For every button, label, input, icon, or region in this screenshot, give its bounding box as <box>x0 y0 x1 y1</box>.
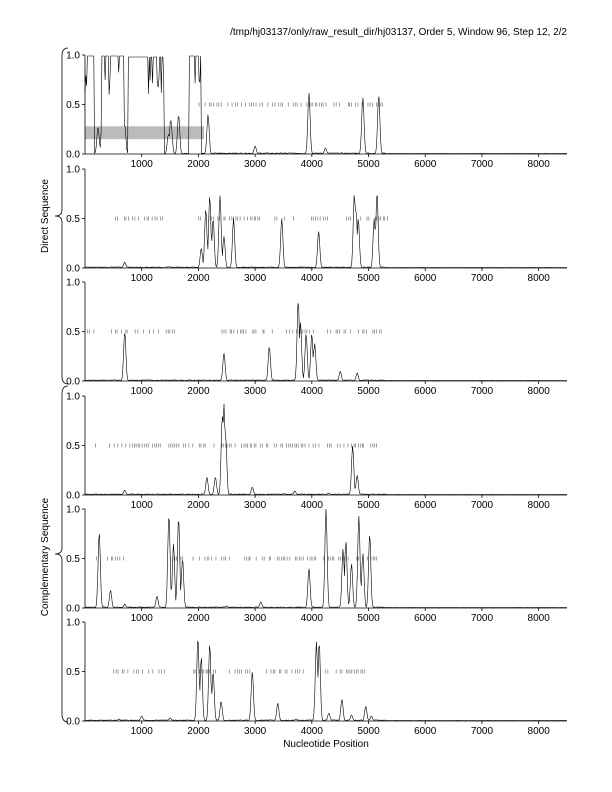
x-tick-label-panel-1: 2000 <box>187 159 210 170</box>
x-tick-label-panel-4: 1000 <box>131 500 154 511</box>
x-tick-label-panel-2: 6000 <box>414 273 437 284</box>
y-tick-label-panel-5: 0.5 <box>66 554 80 565</box>
series-line-panel-4 <box>84 403 568 496</box>
x-tick-label-panel-5: 6000 <box>414 613 437 624</box>
x-tick-label-panel-4: 8000 <box>528 500 551 511</box>
y-tick-label-panel-1: 0.5 <box>66 100 80 111</box>
direct-sequence-brace <box>54 47 69 385</box>
x-tick-label-panel-5: 2000 <box>187 613 210 624</box>
x-tick-label-panel-5: 4000 <box>301 613 324 624</box>
series-line-panel-3 <box>84 303 568 382</box>
x-tick-label-panel-3: 7000 <box>471 386 494 397</box>
x-tick-label-panel-2: 7000 <box>471 273 494 284</box>
x-tick-label-panel-2: 2000 <box>187 273 210 284</box>
x-tick-label-panel-4: 4000 <box>301 500 324 511</box>
x-tick-label-panel-2: 4000 <box>301 273 324 284</box>
x-tick-label-panel-1: 3000 <box>244 159 267 170</box>
y-tick-label-panel-3: 0.5 <box>66 327 80 338</box>
y-tick-label-panel-5: 1.0 <box>66 505 80 516</box>
x-tick-label-panel-6: 4000 <box>301 726 324 737</box>
x-tick-label-panel-5: 1000 <box>131 613 154 624</box>
complementary-sequence-brace <box>54 385 69 723</box>
y-tick-label-panel-2: 1.0 <box>66 165 80 176</box>
x-tick-label-panel-6: 8000 <box>528 726 551 737</box>
series-line-panel-1 <box>84 55 568 155</box>
x-tick-label-panel-2: 5000 <box>357 273 380 284</box>
x-tick-label-panel-5: 7000 <box>471 613 494 624</box>
y-tick-label-panel-4: 0.0 <box>66 491 80 502</box>
y-tick-label-panel-6: 1.0 <box>66 618 80 629</box>
x-axis-title: Nucleotide Position <box>283 739 369 750</box>
x-tick-label-panel-4: 6000 <box>414 500 437 511</box>
y-tick-label-panel-5: 0.0 <box>66 604 80 615</box>
x-tick-label-panel-4: 3000 <box>244 500 267 511</box>
x-tick-label-panel-6: 6000 <box>414 726 437 737</box>
series-line-panel-2 <box>84 195 568 268</box>
x-tick-label-panel-1: 6000 <box>414 159 437 170</box>
x-tick-label-panel-3: 6000 <box>414 386 437 397</box>
y-tick-label-panel-1: 0.0 <box>66 150 80 161</box>
x-tick-label-panel-1: 4000 <box>301 159 324 170</box>
run-info-header: /tmp/hj03137/only/raw_result_dir/hj03137… <box>230 27 567 38</box>
x-tick-label-panel-1: 1000 <box>131 159 154 170</box>
x-tick-label-panel-1: 7000 <box>471 159 494 170</box>
x-tick-label-panel-5: 5000 <box>357 613 380 624</box>
x-tick-label-panel-5: 3000 <box>244 613 267 624</box>
direct-sequence-label: Direct Sequence <box>40 179 51 253</box>
y-tick-label-panel-2: 0.0 <box>66 264 80 275</box>
y-tick-label-panel-6: 0.0 <box>66 717 80 728</box>
x-tick-label-panel-2: 8000 <box>528 273 551 284</box>
y-tick-label-panel-3: 0.0 <box>66 377 80 388</box>
y-tick-label-panel-1: 1.0 <box>66 51 80 62</box>
series-line-panel-5 <box>85 508 568 609</box>
x-tick-label-panel-3: 8000 <box>528 386 551 397</box>
series-line-panel-6 <box>84 640 568 721</box>
x-tick-label-panel-2: 1000 <box>131 273 154 284</box>
x-tick-label-panel-1: 8000 <box>528 159 551 170</box>
x-tick-label-panel-3: 3000 <box>244 386 267 397</box>
x-tick-label-panel-3: 4000 <box>301 386 324 397</box>
x-tick-label-panel-3: 1000 <box>131 386 154 397</box>
complementary-sequence-label: Complementary Sequence <box>40 497 51 616</box>
x-tick-label-panel-6: 2000 <box>187 726 210 737</box>
x-tick-label-panel-3: 2000 <box>187 386 210 397</box>
x-tick-label-panel-6: 1000 <box>131 726 154 737</box>
y-tick-label-panel-3: 1.0 <box>66 278 80 289</box>
x-tick-label-panel-4: 7000 <box>471 500 494 511</box>
x-tick-label-panel-3: 5000 <box>357 386 380 397</box>
x-tick-label-panel-6: 3000 <box>244 726 267 737</box>
x-tick-label-panel-6: 5000 <box>357 726 380 737</box>
x-tick-label-panel-4: 2000 <box>187 500 210 511</box>
y-tick-label-panel-2: 0.5 <box>66 214 80 225</box>
x-tick-label-panel-4: 5000 <box>357 500 380 511</box>
y-tick-label-panel-6: 0.5 <box>66 667 80 678</box>
highlight-region-panel-1 <box>85 126 205 140</box>
x-tick-label-panel-5: 8000 <box>528 613 551 624</box>
x-tick-label-panel-2: 3000 <box>244 273 267 284</box>
x-tick-label-panel-1: 5000 <box>357 159 380 170</box>
y-tick-label-panel-4: 1.0 <box>66 392 80 403</box>
y-tick-label-panel-4: 0.5 <box>66 441 80 452</box>
x-tick-label-panel-6: 7000 <box>471 726 494 737</box>
